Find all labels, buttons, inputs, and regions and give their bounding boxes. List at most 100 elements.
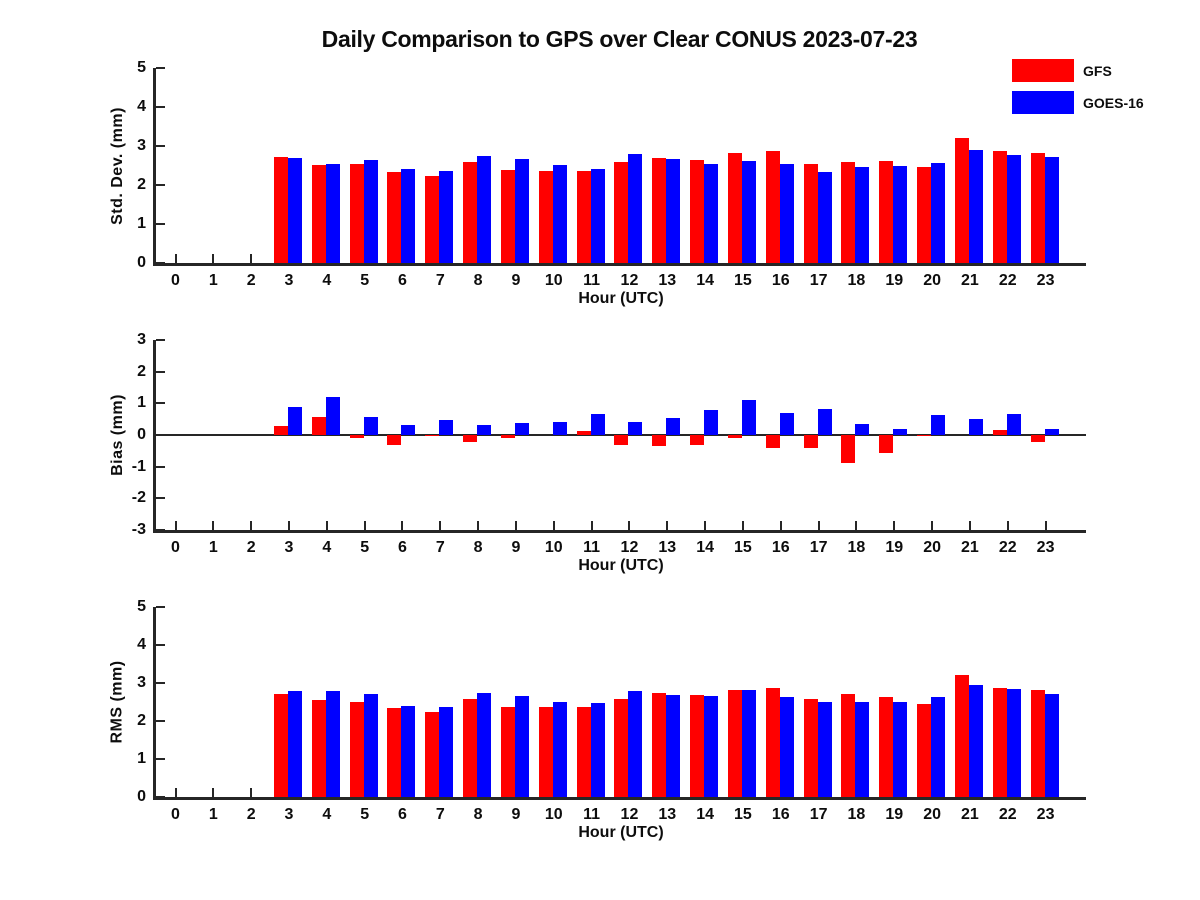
x-tick-label: 15: [734, 539, 752, 556]
y-tick-label: 1: [137, 750, 146, 767]
x-tick-mark: [325, 521, 328, 530]
x-tick-mark: [817, 521, 820, 530]
x-tick-label: 4: [322, 272, 332, 289]
bar-goes-16-h11: [590, 168, 605, 263]
bar-goes-16-h22: [1006, 688, 1021, 797]
x-tick-mark: [363, 521, 366, 530]
x-tick-label: 3: [284, 806, 294, 823]
x-tick-label: 13: [658, 806, 677, 823]
bar-goes-16-h14: [704, 410, 719, 435]
x-tick-label: 21: [961, 272, 979, 289]
bar-gfs-h8: [463, 698, 478, 797]
x-axis-label: Hour (UTC): [578, 824, 664, 841]
x-tick-label: 6: [398, 539, 407, 556]
bar-gfs-h3: [273, 693, 288, 797]
bar-gfs-h8: [463, 435, 478, 442]
bias-subplot: -3 -2 -1 0 1 2 3 0 1 2 3 4 5 6 7 8 9 10 11 12 13 14 15 16 17 18 19…: [109, 331, 1086, 574]
bar-goes-16-h12: [628, 690, 643, 797]
bar-gfs-h15: [727, 689, 742, 797]
chart-title: Daily Comparison to GPS over Clear CONUS…: [321, 26, 918, 52]
bar-goes-16-h18: [855, 167, 870, 263]
legend: GFS GOES-16: [1012, 59, 1144, 123]
x-tick-mark: [477, 521, 480, 530]
y-tick-mark: [156, 262, 165, 264]
bar-goes-16-h16: [779, 696, 794, 797]
y-axis-label: RMS (mm): [107, 607, 129, 797]
x-tick-label: 3: [284, 539, 294, 556]
bar-goes-16-h10: [552, 164, 567, 263]
bar-goes-16-h10: [552, 701, 567, 797]
x-tick-label: 1: [208, 806, 218, 823]
x-tick-mark: [250, 521, 253, 530]
bar-goes-16-h7: [439, 420, 454, 435]
x-tick-label: 9: [511, 539, 521, 556]
x-tick-mark: [552, 521, 555, 530]
bar-goes-16-h23: [1044, 693, 1059, 797]
bar-gfs-h14: [690, 159, 705, 263]
bar-gfs-h12: [614, 435, 629, 445]
bar-goes-16-h5: [363, 159, 378, 263]
x-tick-label: 6: [398, 272, 407, 289]
bar-goes-16-h6: [401, 169, 416, 263]
x-tick-mark: [893, 521, 896, 530]
bar-gfs-h16: [765, 435, 780, 449]
bar-goes-16-h4: [325, 163, 340, 263]
bar-goes-16-h8: [477, 692, 492, 797]
legend-item-goes16: GOES-16: [1012, 91, 1144, 114]
legend-swatch-gfs: [1012, 59, 1074, 82]
y-tick-mark: [156, 223, 165, 225]
bar-gfs-h16: [765, 150, 780, 263]
x-tick-label: 22: [998, 806, 1017, 823]
bar-goes-16-h6: [401, 705, 416, 797]
x-tick-label: 19: [885, 806, 904, 823]
bar-gfs-h5: [349, 435, 364, 438]
bar-goes-16-h16: [779, 163, 794, 263]
x-tick-label: 11: [583, 539, 601, 556]
bar-goes-16-h19: [893, 701, 908, 797]
y-axis-label-text: Std. Dev. (mm): [109, 106, 127, 225]
bar-gfs-h23: [1030, 153, 1045, 263]
x-tick-label: 21: [961, 806, 979, 823]
bar-gfs-h23: [1030, 435, 1045, 442]
x-tick-mark: [174, 788, 177, 797]
bar-goes-16-h5: [363, 416, 378, 435]
x-tick-mark: [855, 521, 858, 530]
bar-goes-16-h15: [741, 689, 756, 797]
x-tick-label: 16: [771, 806, 790, 823]
bar-goes-16-h8: [477, 424, 492, 435]
bar-gfs-h12: [614, 698, 629, 797]
stddev-subplot: 0 1 2 3 4 5 0 1 2 3 4 5 6 7 8 9 10 11 12 13 14 15 16 17 18 19 20 21…: [109, 59, 1086, 307]
bar-gfs-h13: [652, 435, 667, 447]
x-tick-label: 5: [360, 539, 370, 556]
bar-gfs-h23: [1030, 689, 1045, 797]
x-tick-label: 22: [998, 272, 1017, 289]
bar-gfs-h17: [803, 163, 818, 263]
x-tick-label: 19: [885, 539, 904, 556]
x-tick-mark: [779, 521, 782, 530]
y-tick-mark: [156, 796, 165, 798]
bar-goes-16-h13: [666, 159, 681, 263]
bar-gfs-h15: [727, 435, 742, 438]
x-tick-label: 17: [809, 272, 828, 289]
y-tick-mark: [156, 145, 165, 147]
y-tick-mark: [156, 370, 165, 373]
bar-goes-16-h16: [779, 413, 794, 435]
x-tick-label: 14: [696, 806, 714, 823]
y-tick-mark: [156, 682, 165, 684]
bar-goes-16-h21: [968, 149, 983, 263]
bar-gfs-h15: [727, 153, 742, 263]
x-tick-label: 18: [847, 272, 866, 289]
bar-gfs-h13: [652, 693, 667, 797]
x-tick-mark: [250, 254, 253, 263]
bar-goes-16-h23: [1044, 429, 1059, 435]
x-tick-label: 8: [473, 539, 483, 556]
bar-goes-16-h11: [590, 702, 605, 797]
x-tick-label: 8: [473, 272, 483, 289]
y-axis-label-text: Bias (mm): [109, 394, 127, 476]
bar-gfs-h3: [273, 156, 288, 263]
bar-goes-16-h19: [893, 165, 908, 263]
bar-goes-16-h20: [931, 697, 946, 797]
y-tick-mark: [156, 67, 165, 69]
y-tick-label: 2: [137, 712, 146, 729]
y-tick-mark: [156, 339, 165, 341]
